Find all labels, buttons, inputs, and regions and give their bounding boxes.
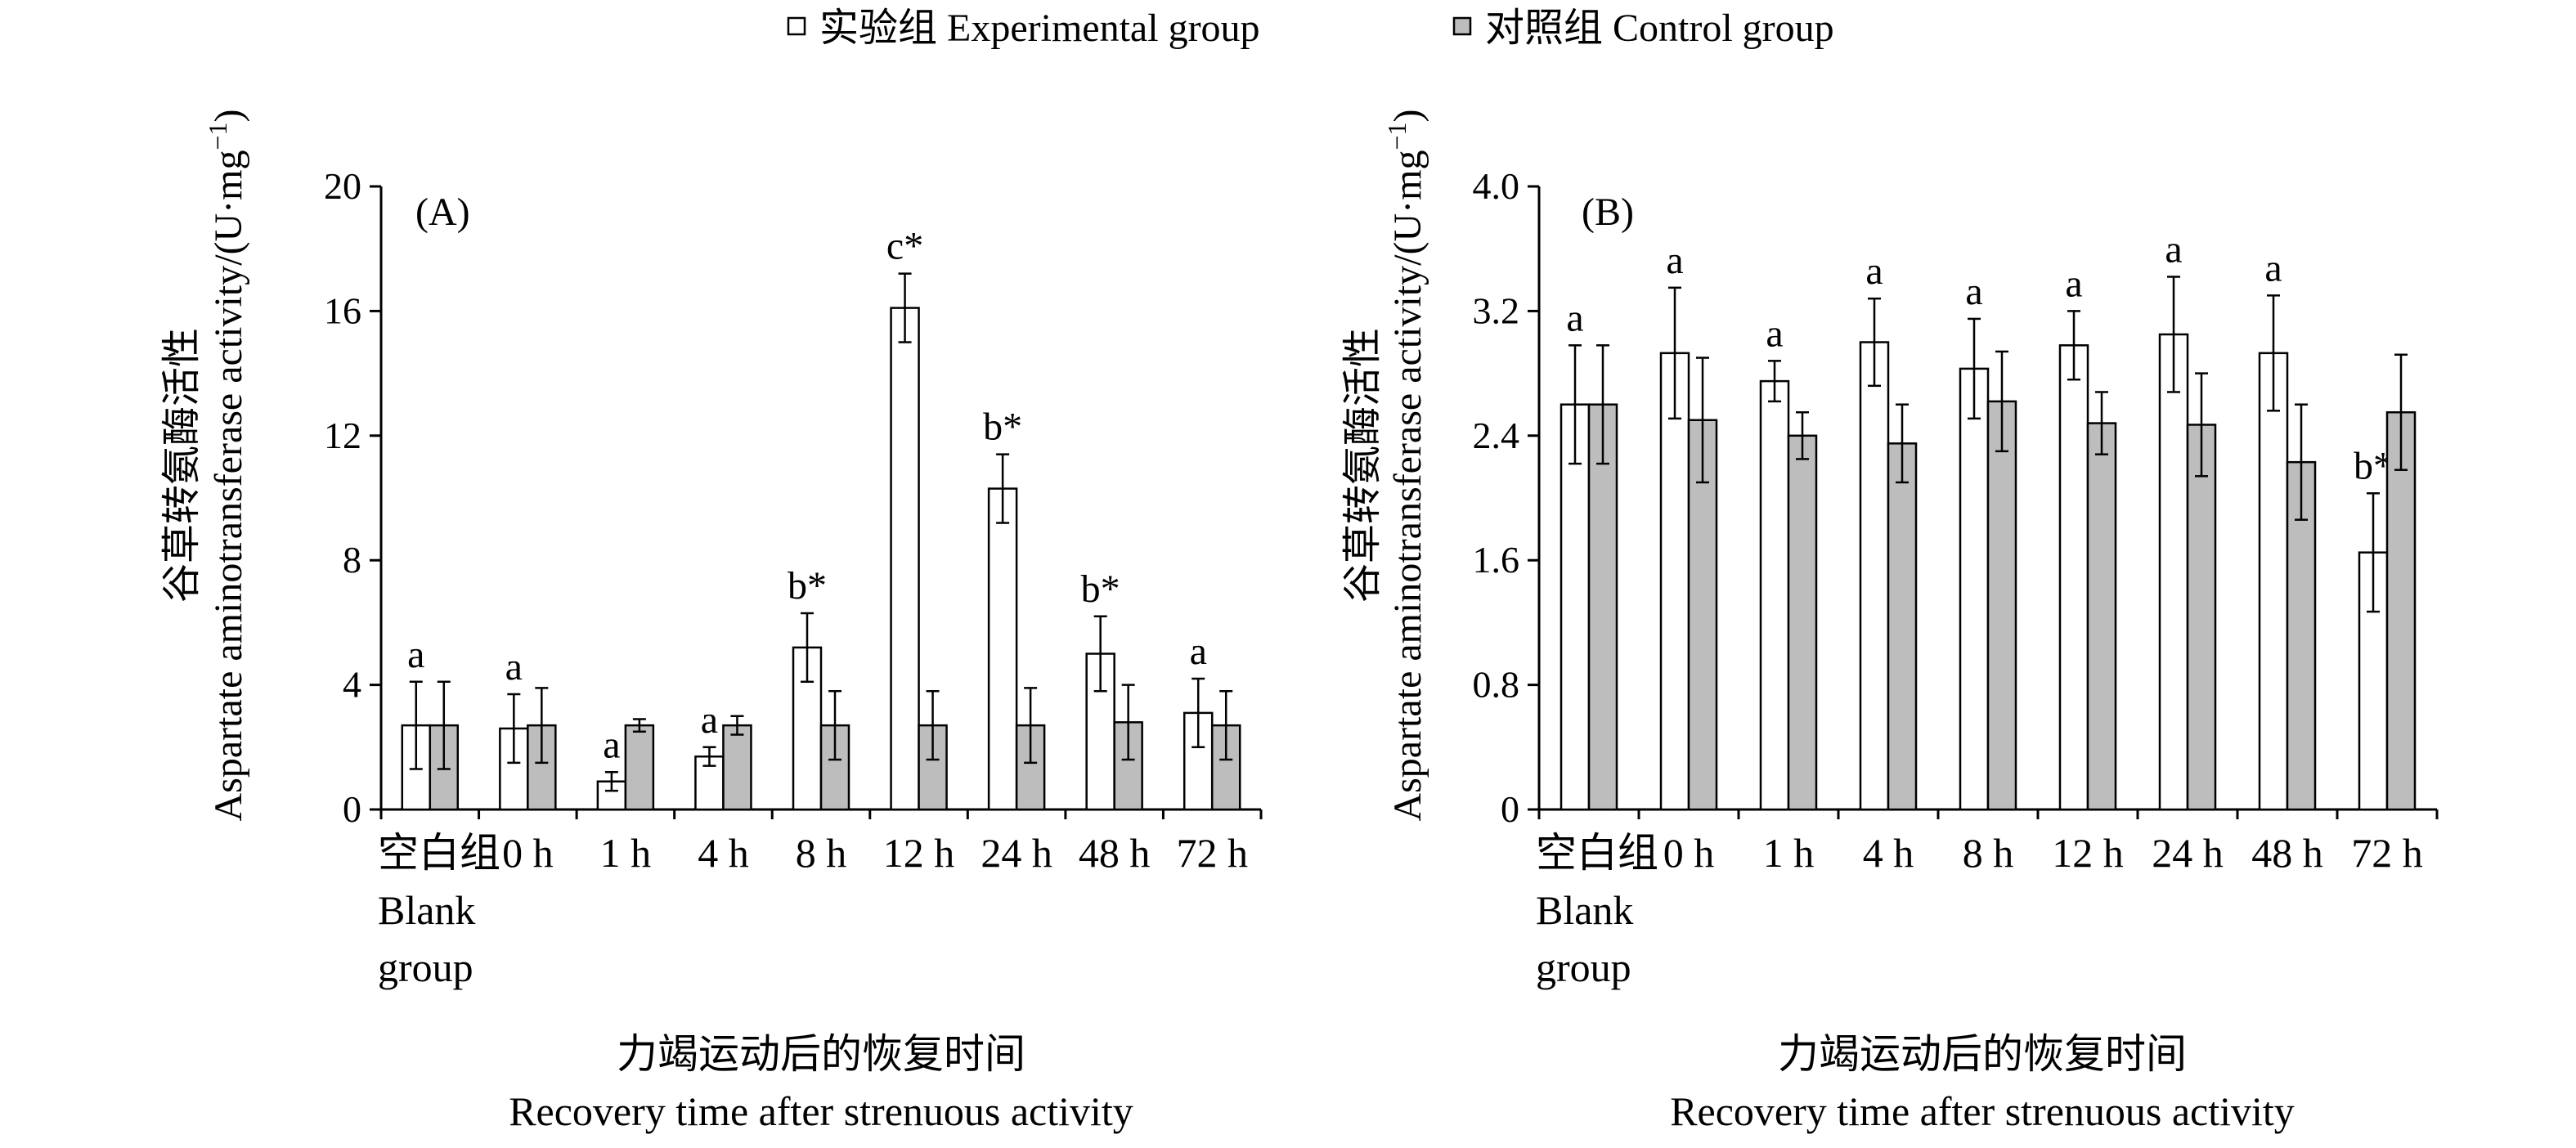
panel-b-category-label: 72 h	[2351, 830, 2423, 876]
panel-b-significance-label: a	[2165, 227, 2182, 271]
panel-a-category-label: 1 h	[600, 830, 652, 876]
panel-a-significance-label: a	[1190, 630, 1207, 673]
panel-a-y-axis-label-en-end: )	[207, 109, 250, 122]
legend: 实验组 Experimental group 对照组 Control group	[787, 7, 1834, 50]
panel-b-experimental-bar	[1959, 367, 1990, 811]
panel-a-category-label: 0 h	[502, 830, 554, 876]
panel-a-y-tick-label: 8	[343, 539, 361, 581]
panel-b-y-axis-label-cn: 谷草转氨酶活性	[1341, 328, 1384, 603]
panel-b-chart: 0 0.8 1.6 2.4 3.2 4.0 a 空白组 Blank group a 0 h a 1 h a 4…	[1341, 109, 2439, 1134]
panel-b-category-label: 12 h	[2052, 830, 2124, 876]
panel-b-experimental-bar	[1859, 341, 1890, 811]
panel-b-x-axis-label-cn: 力竭运动后的恢复时间	[1778, 1031, 2187, 1077]
panel-b-category-label: 0 h	[1663, 830, 1715, 876]
panel-b-y-tick-label: 0.8	[1473, 664, 1520, 706]
panel-a-experimental-bar	[987, 487, 1018, 811]
panel-b-y-tick-label: 1.6	[1473, 539, 1520, 581]
panel-b-control-bar	[1986, 400, 2017, 811]
panel-a-y-axis-label-en: Aspartate aminotransferase activity/(U·m…	[203, 109, 250, 821]
panel-a-control-bar	[1015, 724, 1046, 811]
panel-b-y-tick-label: 2.4	[1473, 415, 1520, 456]
panel-b-control-bar	[1587, 403, 1618, 811]
panel-a-category-label: 8 h	[796, 830, 847, 876]
panel-a-category-label: 24 h	[981, 830, 1052, 876]
panel-a-x-axis-label-en: Recovery time after strenuous activity	[509, 1088, 1133, 1134]
panel-b-significance-label: a	[1865, 249, 1883, 293]
panel-a-category-label: 4 h	[698, 830, 749, 876]
legend-swatch-control	[1452, 16, 1472, 36]
panel-b-significance-label: a	[1766, 312, 1783, 355]
panel-a-y-tick-label: 16	[324, 289, 361, 331]
panel-a-y-tick-label: 20	[324, 165, 361, 207]
panel-a-chart: 0 4 8 12 16 20 a 空白组 Blank group a 0 h a 1 h a 4 h b* 8 h…	[160, 109, 1263, 1134]
panel-b-control-bar	[1787, 434, 1818, 811]
panel-b-significance-label: a	[1566, 296, 1583, 339]
panel-b-category-label: 48 h	[2251, 830, 2323, 876]
panel-a-category-label: 48 h	[1079, 830, 1151, 876]
panel-a-category-label: group	[378, 944, 473, 990]
panel-b-category-label: 空白组	[1536, 830, 1658, 876]
panel-b-y-axis-label-en-main: Aspartate aminotransferase activity/(U·m…	[1386, 150, 1429, 822]
panel-a-y-axis-label-en-sup: −1	[203, 122, 232, 150]
panel-a-significance-label: a	[407, 633, 424, 676]
panel-b-experimental-bar	[2158, 333, 2189, 811]
panel-b-experimental-bar	[1659, 352, 1690, 811]
panel-a-significance-label: a	[701, 698, 718, 742]
panel-a-category-label: Blank	[378, 887, 475, 933]
panel-b-experimental-bar	[2258, 352, 2289, 811]
panel-b-y-tick-label: 0	[1501, 788, 1519, 830]
panel-a-category-label: 空白组	[378, 830, 500, 876]
panel-a-y-axis-label-en-main: Aspartate aminotransferase activity/(U·m…	[207, 150, 250, 822]
panel-b-significance-label: a	[2264, 246, 2282, 289]
panel-a-category-label: 12 h	[883, 830, 955, 876]
panel-b-significance-label: a	[1666, 239, 1683, 282]
panel-a-x-axis-label-cn: 力竭运动后的恢复时间	[617, 1031, 1025, 1077]
panel-a-y-tick-label: 0	[343, 788, 361, 830]
panel-b-control-bar	[2186, 424, 2217, 811]
panel-a-y-tick-label: 12	[324, 415, 361, 456]
panel-b-category-label: group	[1536, 944, 1631, 990]
panel-b-control-bar	[1687, 419, 1718, 811]
panel-b-category-label: Blank	[1536, 887, 1633, 933]
panel-b-experimental-bar	[1759, 379, 1790, 811]
panel-a-control-bar	[624, 724, 655, 811]
legend-label-experimental: 实验组 Experimental group	[819, 7, 1260, 50]
panel-b-experimental-bar	[2058, 344, 2089, 811]
panel-b-x-axis-label-en: Recovery time after strenuous activity	[1670, 1088, 2295, 1134]
legend-swatch-experimental	[787, 16, 806, 36]
panel-b-category-label: 1 h	[1763, 830, 1815, 876]
panel-b-category-label: 24 h	[2152, 830, 2224, 876]
panel-b-control-bar	[1887, 442, 1918, 811]
panel-b-y-axis-label-en-end: )	[1386, 109, 1429, 122]
panel-b-control-bar	[2086, 422, 2117, 811]
panel-a-control-bar	[722, 724, 752, 811]
panel-a-significance-label: a	[603, 723, 620, 766]
legend-label-control: 对照组 Control group	[1485, 7, 1834, 50]
panel-b-significance-label: a	[2065, 262, 2082, 305]
panel-b-y-tick-label: 4.0	[1473, 165, 1520, 207]
panel-b-control-bar	[2385, 410, 2417, 811]
panel-b-panel-label: (B)	[1582, 191, 1634, 234]
panel-a-significance-label: b*	[1081, 567, 1120, 611]
panel-a-significance-label: b*	[983, 406, 1022, 449]
panel-b-category-label: 4 h	[1863, 830, 1914, 876]
panel-a-category-label: 72 h	[1176, 830, 1248, 876]
panel-b-category-label: 8 h	[1963, 830, 2014, 876]
panel-a-panel-label: (A)	[415, 191, 470, 234]
panel-b-significance-label: a	[1965, 270, 1982, 313]
panel-a-significance-label: b*	[788, 564, 827, 608]
panel-a-significance-label: a	[505, 645, 523, 688]
panel-b-experimental-bar	[1560, 403, 1591, 811]
panel-b-y-tick-label: 3.2	[1473, 289, 1520, 331]
panel-b-y-axis-label-en: Aspartate aminotransferase activity/(U·m…	[1382, 109, 1429, 821]
panel-b-y-axis-label-en-sup: −1	[1382, 122, 1411, 150]
panel-a-experimental-bar	[890, 307, 920, 811]
panel-a-y-axis-label-cn: 谷草转氨酶活性	[160, 328, 204, 603]
panel-a-significance-label: c*	[886, 225, 923, 268]
panel-a-y-tick-label: 4	[343, 664, 361, 706]
